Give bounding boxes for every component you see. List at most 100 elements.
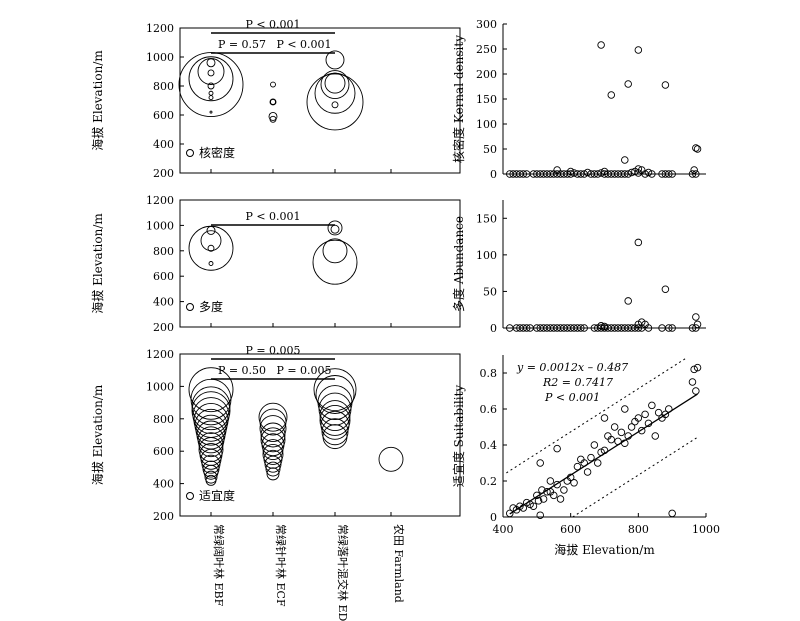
bubble-point (200, 448, 222, 470)
bubble-point (260, 427, 286, 453)
bubble-point (207, 69, 215, 77)
p-value-label: P = 0.50 (218, 364, 266, 377)
scatter-point (665, 170, 673, 178)
r-squared-label: R2 = 0.7417 (542, 376, 613, 389)
y-tick-label: 0 (490, 322, 497, 335)
scatter-point (533, 491, 541, 500)
bubble-point (318, 392, 352, 426)
bubble-point (312, 239, 358, 285)
scatter-point (553, 166, 561, 174)
scatter-point (610, 423, 619, 431)
bubble-point (206, 58, 216, 68)
scatter-point (536, 459, 544, 467)
scatter-point (634, 165, 643, 173)
scatter-point (534, 497, 543, 505)
scatter-point (577, 170, 585, 178)
bubble-point (269, 115, 277, 123)
bubble-point (188, 56, 234, 102)
bubble-point (190, 378, 232, 420)
y-tick-label: 400 (153, 478, 174, 491)
p-value-label: P = 0.005 (276, 364, 331, 377)
bubble-point (188, 225, 234, 271)
bubble-point (208, 95, 214, 101)
category-label: 常绿阔叶林 EBF (212, 524, 226, 607)
scatter-point (651, 432, 660, 440)
scatter-point (692, 324, 700, 332)
bubble-point (203, 464, 219, 480)
scatter-point (692, 170, 700, 178)
legend-label: 核密度 (199, 145, 235, 160)
scatter-point (546, 477, 555, 485)
scatter-point (624, 80, 632, 88)
y-axis-label: 海拔 Elevation/m (90, 50, 105, 151)
p-value-label: P = 0.57 (218, 38, 266, 51)
regression-equation: y = 0.0012x – 0.487 (516, 361, 628, 374)
y-tick-label: 1200 (146, 194, 174, 207)
x-axis-label: 海拔 Elevation/m (554, 542, 655, 557)
p-value-label: P = 0.005 (245, 344, 300, 357)
scatter-point (600, 446, 609, 455)
bubble-point (270, 98, 276, 105)
bubble-point (260, 422, 286, 448)
scatter-point (570, 479, 578, 487)
bubble-point (191, 391, 231, 431)
y-tick-label: 0 (490, 168, 497, 181)
scatter-point (538, 486, 546, 494)
scatter-point (543, 488, 551, 496)
bubble-point (194, 408, 228, 442)
scatter-point (556, 495, 565, 503)
scatter-point (624, 432, 632, 440)
y-tick-label: 400 (153, 138, 174, 151)
scatter-point (566, 167, 575, 176)
scatter-point (668, 324, 676, 332)
y-tick-label: 600 (153, 109, 174, 122)
legend-marker (186, 492, 194, 500)
bubble-point (192, 397, 230, 435)
scatter-point (641, 410, 649, 419)
upper-prediction-band (506, 358, 686, 474)
right-panel-1: 0 50 100 150 200 250 300 核密度 Kernal density (451, 18, 706, 181)
scatter-point (692, 313, 700, 321)
scatter-point (536, 511, 544, 519)
scatter-point (546, 488, 555, 496)
scatter-point (519, 504, 528, 512)
bubble-point (259, 408, 287, 436)
scatter-point (621, 156, 629, 164)
left-panel-3: 200 400 600 800 1000 1200 海拔 Elevation/m 适宜度 P =… (90, 344, 461, 523)
x-tick-label: 1000 (692, 523, 720, 536)
scatter-point (590, 441, 599, 449)
y-tick-label: 100 (476, 249, 497, 262)
y-tick-label: 0.6 (480, 403, 498, 416)
y-tick-label: 100 (476, 118, 497, 131)
scatter-point (634, 414, 643, 422)
scatter-point (577, 324, 585, 332)
y-axis-label: 多度 Abundance (451, 216, 466, 312)
y-tick-label: 0.2 (480, 475, 498, 488)
plot-frame (179, 199, 461, 328)
y-tick-label: 600 (153, 445, 174, 458)
y-tick-label: 600 (153, 270, 174, 283)
scatter-point (593, 459, 602, 467)
scatter-point (580, 324, 588, 332)
bubble-point (204, 470, 218, 484)
bubble-point (202, 460, 220, 478)
left-panel-2: 200 400 600 800 1000 1200 海拔 Elevation/m 多度 P < … (90, 194, 461, 334)
bubble-point (330, 224, 340, 234)
p-value-label: P < 0.001 (245, 18, 300, 31)
bubble-point (197, 58, 225, 85)
bubble-point (315, 375, 355, 414)
scatter-point (627, 423, 636, 431)
y-tick-label: 0 (490, 511, 497, 524)
scatter-point (644, 324, 653, 332)
scatter-point (668, 170, 676, 178)
bubble-point (262, 443, 284, 465)
bubble-point (209, 110, 213, 114)
scatter-point (688, 378, 697, 386)
x-tick-label: 600 (560, 523, 581, 536)
scatter-point (693, 320, 702, 329)
y-axis-label: 海拔 Elevation/m (90, 384, 105, 485)
bubble-point (322, 424, 348, 450)
y-tick-label: 400 (153, 296, 174, 309)
y-axis-label: 适宜度 Suitability (451, 385, 466, 488)
y-axis-label: 海拔 Elevation/m (90, 213, 105, 314)
